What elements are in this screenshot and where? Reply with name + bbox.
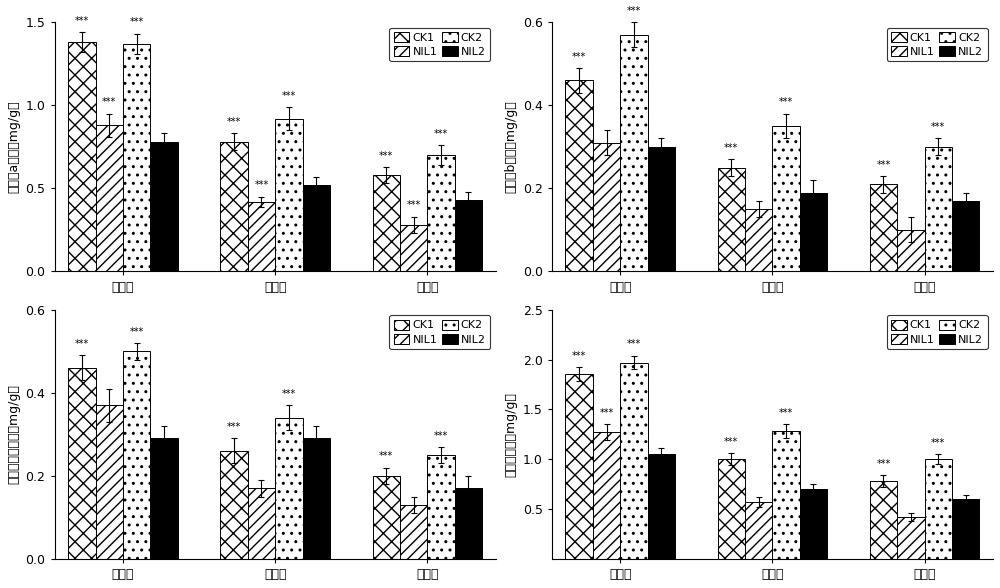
Bar xyxy=(220,451,248,559)
Y-axis label: 叶绿素b含量（mg/g）: 叶绿素b含量（mg/g） xyxy=(504,101,517,193)
Text: ***: *** xyxy=(572,52,586,62)
Text: ***: *** xyxy=(931,122,945,132)
Text: ***: *** xyxy=(627,339,641,349)
Bar xyxy=(648,455,675,559)
Bar xyxy=(427,455,455,559)
Text: ***: *** xyxy=(379,151,393,161)
Text: ***: *** xyxy=(724,437,738,447)
Bar xyxy=(925,459,952,559)
Bar xyxy=(800,489,827,559)
Text: ***: *** xyxy=(379,452,393,462)
Text: ***: *** xyxy=(779,408,793,418)
Y-axis label: 类胡萝卜素含量（mg/g）: 类胡萝卜素含量（mg/g） xyxy=(7,385,20,485)
Bar xyxy=(275,417,303,559)
Bar xyxy=(220,142,248,272)
Text: ***: *** xyxy=(876,160,891,170)
Text: ***: *** xyxy=(599,408,614,418)
Bar xyxy=(772,432,800,559)
Legend: CK1, NIL1, CK2, NIL2: CK1, NIL1, CK2, NIL2 xyxy=(389,315,490,349)
Bar xyxy=(565,81,593,272)
Legend: CK1, NIL1, CK2, NIL2: CK1, NIL1, CK2, NIL2 xyxy=(389,28,490,61)
Bar xyxy=(150,439,178,559)
Bar xyxy=(952,201,979,272)
Bar xyxy=(897,230,925,272)
Bar xyxy=(303,439,330,559)
Text: ***: *** xyxy=(75,339,89,349)
Text: ***: *** xyxy=(254,181,269,191)
Text: ***: *** xyxy=(627,6,641,16)
Bar xyxy=(925,147,952,272)
Bar xyxy=(150,142,178,272)
Bar xyxy=(96,405,123,559)
Bar xyxy=(455,200,482,272)
Text: ***: *** xyxy=(407,201,421,211)
Bar xyxy=(870,184,897,272)
Bar xyxy=(593,143,620,272)
Bar xyxy=(248,202,275,272)
Bar xyxy=(745,209,772,272)
Bar xyxy=(303,185,330,272)
Text: ***: *** xyxy=(434,430,448,440)
Text: ***: *** xyxy=(130,18,144,28)
Bar xyxy=(123,351,150,559)
Bar xyxy=(952,499,979,559)
Text: ***: *** xyxy=(227,422,241,432)
Bar xyxy=(800,192,827,272)
Y-axis label: 叶绿素a含量（mg/g）: 叶绿素a含量（mg/g） xyxy=(7,101,20,193)
Bar xyxy=(68,42,96,272)
Text: ***: *** xyxy=(876,459,891,469)
Bar xyxy=(96,125,123,272)
Text: ***: *** xyxy=(102,97,116,107)
Text: ***: *** xyxy=(282,91,296,101)
Bar xyxy=(123,44,150,272)
Bar xyxy=(400,225,427,272)
Bar xyxy=(772,126,800,272)
Bar xyxy=(400,505,427,559)
Bar xyxy=(275,119,303,272)
Text: ***: *** xyxy=(931,438,945,448)
Bar xyxy=(455,489,482,559)
Legend: CK1, NIL1, CK2, NIL2: CK1, NIL1, CK2, NIL2 xyxy=(887,315,988,349)
Bar xyxy=(593,432,620,559)
Text: ***: *** xyxy=(227,117,241,127)
Text: ***: *** xyxy=(434,129,448,139)
Bar xyxy=(897,517,925,559)
Bar xyxy=(248,489,275,559)
Text: ***: *** xyxy=(282,389,296,399)
Bar xyxy=(565,375,593,559)
Bar xyxy=(648,147,675,272)
Bar xyxy=(620,362,648,559)
Text: ***: *** xyxy=(779,97,793,107)
Text: ***: *** xyxy=(130,327,144,337)
Y-axis label: 叶绿素含量（mg/g）: 叶绿素含量（mg/g） xyxy=(504,392,517,477)
Bar xyxy=(745,502,772,559)
Bar xyxy=(373,476,400,559)
Bar xyxy=(718,459,745,559)
Bar xyxy=(620,35,648,272)
Text: ***: *** xyxy=(572,351,586,361)
Bar xyxy=(870,481,897,559)
Legend: CK1, NIL1, CK2, NIL2: CK1, NIL1, CK2, NIL2 xyxy=(887,28,988,61)
Bar xyxy=(718,168,745,272)
Text: ***: *** xyxy=(724,143,738,153)
Bar xyxy=(373,175,400,272)
Text: ***: *** xyxy=(75,16,89,26)
Bar xyxy=(68,368,96,559)
Bar xyxy=(427,155,455,272)
